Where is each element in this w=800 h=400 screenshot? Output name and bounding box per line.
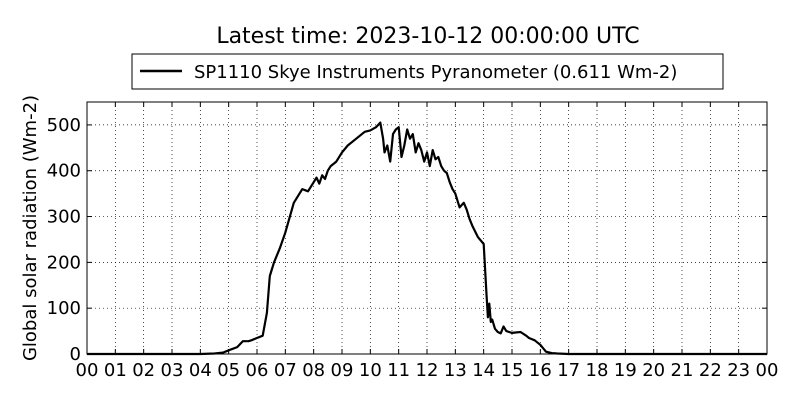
x-tick-label: 20 [642, 360, 665, 381]
x-tick-label: 02 [132, 360, 155, 381]
series-line [87, 121, 767, 356]
x-tick-label: 09 [331, 360, 354, 381]
x-tick-label: 11 [387, 360, 410, 381]
x-tick-label: 13 [444, 360, 467, 381]
x-tick-label: 18 [586, 360, 609, 381]
x-tick-label: 23 [727, 360, 750, 381]
y-tick-label: 100 [47, 298, 81, 319]
x-tick-label: 00 [76, 360, 99, 381]
x-tick-label: 08 [302, 360, 325, 381]
x-tick-label: 14 [472, 360, 495, 381]
y-tick-label: 0 [70, 344, 81, 365]
x-tick-label: 12 [416, 360, 439, 381]
plot-area [86, 101, 768, 356]
x-tick-label: 06 [246, 360, 269, 381]
x-tick-label: 01 [104, 360, 127, 381]
x-tick-label: 04 [189, 360, 212, 381]
x-tick-label: 10 [359, 360, 382, 381]
legend-box [131, 53, 724, 90]
y-axis-label: Global solar radiation (Wm-2) [20, 95, 41, 361]
x-tick-label: 15 [501, 360, 524, 381]
x-tick-label: 00 [756, 360, 779, 381]
y-tick-label: 200 [47, 252, 81, 273]
x-tick-label: 19 [614, 360, 637, 381]
x-tick-label: 22 [699, 360, 722, 381]
x-tick-label: 17 [557, 360, 580, 381]
y-axis: 0 100 200 300 400 500 [47, 115, 767, 365]
y-tick-label: 300 [47, 207, 81, 228]
x-tick-label: 03 [161, 360, 184, 381]
x-tick-label: 16 [529, 360, 552, 381]
x-axis: 00 01 02 03 04 05 06 07 08 09 10 11 12 13 14 15 16 17 18 19… [76, 102, 779, 381]
legend: SP1110 Skye Instruments Pyranometer (0.6… [131, 53, 724, 90]
grid [87, 102, 767, 354]
y-tick-label: 500 [47, 115, 81, 136]
x-tick-label: 05 [217, 360, 240, 381]
x-tick-label: 07 [274, 360, 297, 381]
legend-entry-label: SP1110 Skye Instruments Pyranometer (0.6… [194, 62, 677, 83]
chart-title: Latest time: 2023-10-12 00:00:00 UTC [216, 24, 639, 49]
x-tick-label: 21 [671, 360, 694, 381]
plot-frame [86, 101, 768, 355]
y-tick-label: 400 [47, 161, 81, 182]
